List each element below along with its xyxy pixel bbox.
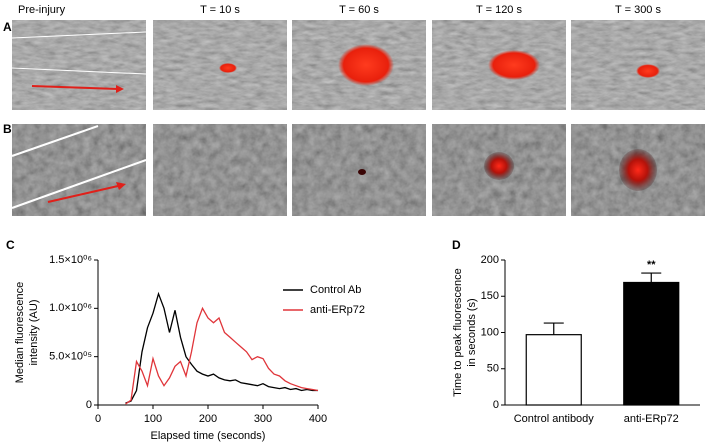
panel-label: A [3, 20, 12, 34]
image-shade [153, 124, 287, 216]
vessel-line [11, 125, 99, 157]
data-line [125, 306, 319, 405]
y-axis-label: Time to peak fluorescence [452, 268, 464, 397]
image-shade [153, 20, 287, 110]
flow-arrowhead [116, 182, 126, 190]
y-axis-label: intensity (AU) [28, 299, 40, 365]
y-tick-label: 0 [493, 399, 499, 411]
image-grid [11, 20, 705, 216]
vessel-line [11, 67, 147, 75]
thrombus [636, 64, 660, 78]
x-tick-label: 400 [309, 413, 327, 425]
x-tick-label: 300 [254, 413, 272, 425]
y-tick-label: 100 [481, 326, 499, 338]
bar [525, 334, 582, 406]
y-tick-label: 5.0×10⁰⁵ [49, 351, 92, 363]
x-tick-label: 200 [199, 413, 217, 425]
y-tick-label: 1.5×10⁰⁶ [49, 254, 92, 266]
vessel-line [11, 31, 147, 39]
y-axis-label: in seconds (s) [466, 298, 478, 366]
column-label: T = 10 s [200, 4, 240, 16]
thrombus [484, 152, 514, 180]
y-tick-label: 50 [487, 363, 499, 375]
image [292, 124, 426, 216]
thrombus [488, 50, 540, 80]
legend-label: anti-ERp72 [310, 304, 365, 316]
column-label: T = 300 s [615, 4, 661, 16]
thrombus [619, 149, 657, 191]
column-label: T = 60 s [339, 4, 379, 16]
x-tick-label: 100 [144, 413, 162, 425]
vessel-line [11, 159, 147, 209]
legend-label: Control Ab [310, 284, 361, 296]
flow-arrowhead [116, 85, 124, 93]
image [571, 20, 705, 110]
image-shade [12, 124, 146, 216]
y-axis-label: Median fluorescence [14, 282, 26, 384]
column-label: T = 120 s [476, 4, 522, 16]
y-tick-label: 0 [86, 399, 92, 411]
x-tick-label: Control antibody [514, 413, 595, 425]
y-tick-label: 200 [481, 254, 499, 266]
column-label: Pre-injury [18, 4, 66, 16]
x-tick-label: 0 [95, 413, 101, 425]
thrombus [219, 63, 237, 73]
panel-label: B [3, 122, 12, 136]
flow-arrow [47, 185, 119, 203]
panel-label: C [6, 238, 15, 252]
image [153, 124, 287, 216]
image-shade [12, 20, 146, 110]
image-shade [292, 124, 426, 216]
thrombus [358, 169, 366, 175]
panel-label: D [452, 238, 461, 252]
x-axis-label: Elapsed time (seconds) [151, 430, 266, 442]
significance-label: ** [647, 259, 656, 271]
thrombus [338, 44, 394, 86]
y-tick-label: 150 [481, 290, 499, 302]
flow-arrow [31, 85, 119, 90]
x-tick-label: anti-ERp72 [624, 413, 679, 425]
bar [623, 281, 680, 406]
image [153, 20, 287, 110]
image-shade [571, 20, 705, 110]
data-line [125, 291, 318, 404]
y-tick-label: 1.0×10⁰⁶ [49, 302, 92, 314]
